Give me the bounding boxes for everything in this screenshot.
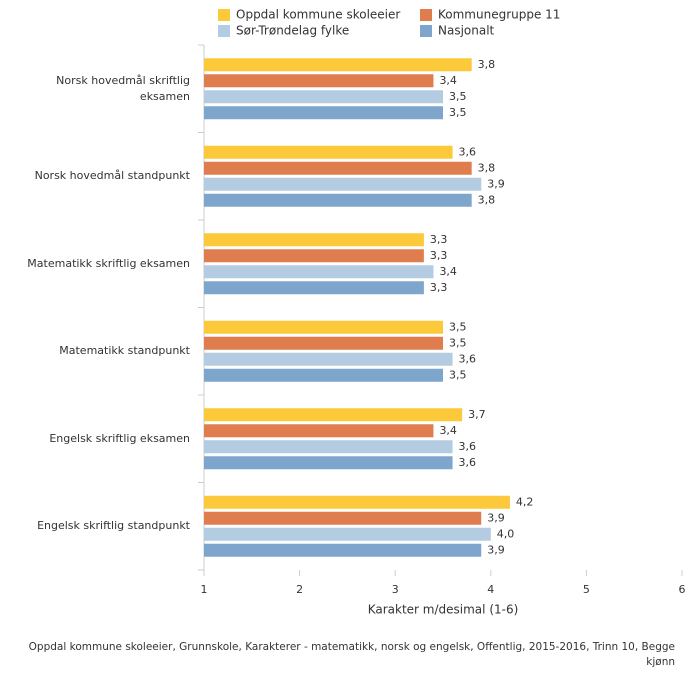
legend-label: Oppdal kommune skoleeier	[236, 8, 400, 22]
bar	[204, 193, 472, 207]
value-label: 3,8	[478, 161, 496, 174]
value-label: 3,5	[449, 106, 467, 119]
value-label: 3,4	[439, 74, 457, 87]
bar	[204, 408, 463, 422]
value-label: 3,9	[487, 511, 505, 524]
value-label: 3,6	[459, 440, 477, 453]
bar	[204, 543, 482, 557]
legend-swatch	[218, 25, 230, 37]
bar	[204, 320, 443, 334]
x-tick-label: 5	[583, 583, 590, 596]
footnote: Oppdal kommune skoleeier, Grunnskole, Ka…	[28, 641, 675, 668]
category-label: Engelsk skriftlig standpunkt	[37, 519, 190, 533]
value-label: 3,4	[439, 424, 457, 437]
value-label: 3,7	[468, 408, 486, 421]
value-label: 3,6	[459, 145, 477, 158]
legend-swatch	[218, 9, 230, 21]
category-label: Matematikk skriftlig eksamen	[27, 256, 190, 270]
bar	[204, 440, 453, 454]
value-label: 3,4	[439, 265, 457, 278]
bar	[204, 249, 424, 263]
value-label: 3,9	[487, 543, 505, 556]
bar	[204, 527, 491, 541]
value-label: 4,0	[497, 527, 515, 540]
legend-swatch	[420, 9, 432, 21]
x-tick-label: 1	[201, 583, 208, 596]
value-label: 3,8	[478, 58, 496, 71]
bar	[204, 456, 453, 470]
category-label: Norsk hovedmål standpunkt	[34, 169, 190, 183]
bar	[204, 495, 510, 509]
value-label: 3,5	[449, 336, 467, 349]
value-label: 3,5	[449, 90, 467, 103]
x-axis-title: Karakter m/desimal (1-6)	[368, 603, 519, 617]
legend-swatch	[420, 25, 432, 37]
bar	[204, 233, 424, 247]
bar	[204, 281, 424, 295]
bar	[204, 265, 434, 279]
bar	[204, 352, 453, 366]
legend-label: Nasjonalt	[438, 24, 495, 38]
bar	[204, 58, 472, 72]
value-label: 3,3	[430, 233, 448, 246]
bar	[204, 90, 443, 104]
category-label: Engelsk skriftlig eksamen	[49, 431, 190, 445]
legend-label: Sør-Trøndelag fylke	[236, 24, 349, 38]
bar	[204, 74, 434, 88]
category-label: Norsk hovedmål skriftlig eksamen	[56, 73, 190, 103]
bar	[204, 368, 443, 382]
value-label: 3,8	[478, 193, 496, 206]
bar	[204, 336, 443, 350]
category-label: Matematikk standpunkt	[59, 344, 190, 358]
bar	[204, 106, 443, 120]
bar	[204, 511, 482, 525]
value-label: 3,6	[459, 456, 477, 469]
x-tick-label: 2	[296, 583, 303, 596]
x-tick-label: 4	[487, 583, 494, 596]
value-label: 3,3	[430, 281, 448, 294]
value-label: 3,6	[459, 352, 477, 365]
x-tick-label: 3	[392, 583, 399, 596]
x-tick-label: 6	[679, 583, 686, 596]
bar	[204, 424, 434, 438]
value-label: 4,2	[516, 495, 534, 508]
bar	[204, 161, 472, 175]
legend-label: Kommunegruppe 11	[438, 8, 560, 22]
bar	[204, 177, 482, 191]
value-label: 3,5	[449, 368, 467, 381]
value-label: 3,9	[487, 177, 505, 190]
value-label: 3,3	[430, 249, 448, 262]
value-label: 3,5	[449, 320, 467, 333]
bar	[204, 145, 453, 159]
